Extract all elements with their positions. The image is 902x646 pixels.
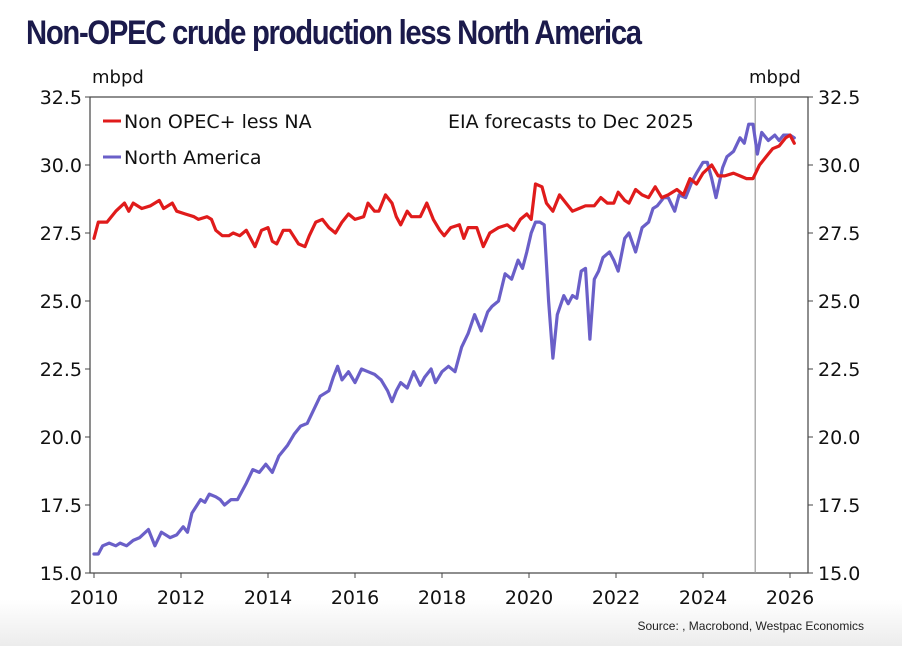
series-line-north-america (92, 122, 796, 556)
y-axis-right: 15.0 17.5 20.0 22.5 25.0 27.5 30.0 32.5 (808, 87, 860, 585)
y-tick-label-right: 25.0 (818, 291, 860, 313)
y-tick-label-right: 22.5 (818, 359, 860, 381)
source-note: Source: , Macrobond, Westpac Economics (637, 619, 864, 633)
y-tick-label-left: 30.0 (40, 155, 82, 177)
chart-title: Non-OPEC crude production less North Ame… (26, 14, 642, 52)
legend: Non OPEC+ less NA North America (103, 111, 312, 169)
y-tick-label-left: 20.0 (40, 427, 82, 449)
series-group (92, 122, 796, 556)
series-line-non-opec-less-na (92, 133, 796, 249)
x-tick-label: 2020 (505, 587, 553, 609)
y-tick-label-left: 15.0 (40, 563, 82, 585)
y-axis-label-left: mbpd (92, 67, 144, 88)
forecast-annotation: EIA forecasts to Dec 2025 (448, 111, 694, 133)
x-tick-label: 2018 (418, 587, 466, 609)
x-tick-label: 2012 (157, 587, 205, 609)
y-tick-label-right: 17.5 (818, 495, 860, 517)
y-tick-label-right: 20.0 (818, 427, 860, 449)
x-axis: 2010 2012 2014 2016 2018 2020 2022 2024 2026 (70, 573, 814, 609)
x-tick-label: 2026 (766, 587, 814, 609)
y-tick-label-right: 30.0 (818, 155, 860, 177)
legend-label-north-america: North America (124, 147, 262, 169)
footer-band (0, 600, 902, 646)
y-axis-label-right: mbpd (749, 67, 801, 88)
y-tick-label-left: 25.0 (40, 291, 82, 313)
y-tick-label-left: 22.5 (40, 359, 82, 381)
x-tick-label: 2024 (679, 587, 727, 609)
y-axis-left: 15.0 17.5 20.0 22.5 25.0 27.5 30.0 32.5 (40, 87, 90, 585)
y-tick-label-left: 17.5 (40, 495, 82, 517)
x-tick-label: 2022 (592, 587, 640, 609)
y-tick-label-left: 27.5 (40, 223, 82, 245)
y-tick-label-left: 32.5 (40, 87, 82, 109)
y-tick-label-right: 27.5 (818, 223, 860, 245)
legend-label-non-opec: Non OPEC+ less NA (124, 111, 312, 133)
y-tick-label-right: 32.5 (818, 87, 860, 109)
y-tick-label-right: 15.0 (818, 563, 860, 585)
x-tick-label: 2010 (70, 587, 118, 609)
plot-border (89, 96, 809, 574)
x-tick-label: 2016 (331, 587, 379, 609)
plot-frame (89, 96, 809, 574)
x-tick-label: 2014 (244, 587, 292, 609)
